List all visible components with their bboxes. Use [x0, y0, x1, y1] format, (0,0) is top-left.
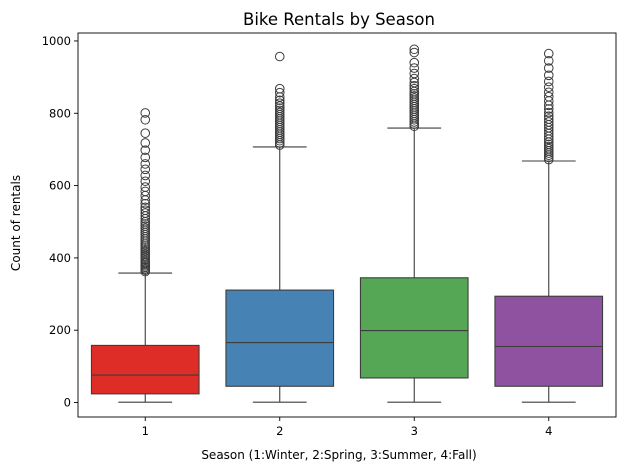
outlier-point — [274, 98, 285, 108]
outlier-point — [140, 205, 151, 215]
outlier-point — [543, 91, 554, 102]
outlier-point — [140, 114, 151, 125]
box-group-season-3 — [359, 44, 469, 403]
box-iqr — [494, 295, 604, 387]
outlier-point — [409, 68, 420, 79]
outlier-point — [409, 93, 420, 103]
box-group-season-1 — [90, 108, 200, 403]
y-tick-label: 400 — [49, 251, 71, 265]
boxes-layer — [90, 44, 604, 403]
outlier-point — [409, 44, 420, 55]
x-tick-label: 4 — [545, 424, 552, 438]
outlier-point — [543, 70, 554, 81]
outlier-point — [543, 63, 554, 73]
outlier-point — [274, 107, 285, 118]
x-tick-label: 3 — [411, 424, 418, 438]
y-axis-label: Count of rentals — [9, 175, 23, 271]
outlier-point — [140, 170, 151, 181]
outlier-point — [409, 47, 420, 58]
outlier-point — [140, 176, 151, 187]
y-tick-label: 0 — [64, 396, 71, 410]
box-iqr — [225, 289, 335, 387]
y-tick-label: 600 — [49, 179, 71, 193]
outlier-point — [274, 105, 285, 116]
outlier-point — [140, 159, 151, 169]
outlier-point — [543, 143, 554, 154]
outlier-point — [543, 141, 554, 152]
outlier-point — [140, 128, 151, 138]
outlier-point — [140, 164, 151, 175]
outlier-point — [543, 114, 554, 124]
outlier-point — [409, 91, 420, 101]
outlier-point — [543, 56, 554, 66]
outlier-point — [543, 48, 554, 59]
outlier-point — [140, 198, 151, 209]
y-tick-label: 800 — [49, 106, 71, 120]
outlier-point — [140, 223, 151, 234]
y-axis: 0 200 400 600 800 1000 — [42, 34, 78, 410]
outlier-point — [409, 80, 420, 91]
x-axis: 1 2 3 4 — [142, 417, 552, 438]
outlier-point — [140, 182, 151, 192]
outlier-point — [140, 202, 151, 213]
x-tick-label: 2 — [276, 424, 283, 438]
box-iqr — [359, 277, 469, 379]
outlier-point — [543, 111, 554, 121]
outlier-point — [140, 221, 151, 231]
outlier-point — [274, 83, 285, 94]
outlier-point — [543, 104, 554, 114]
outlier-point — [543, 107, 554, 118]
outlier-point — [140, 145, 151, 155]
outlier-point — [140, 152, 151, 163]
plot-frame — [77, 32, 617, 418]
outlier-point — [140, 186, 151, 197]
outlier-point — [409, 73, 420, 84]
y-tick-label: 1000 — [42, 34, 71, 48]
y-tick-label: 200 — [49, 323, 71, 337]
x-tick-label: 1 — [142, 424, 149, 438]
chart-title: Bike Rentals by Season — [243, 10, 435, 29]
outlier-point — [543, 139, 554, 150]
outlier-point — [543, 87, 554, 98]
box-iqr — [90, 344, 200, 395]
outlier-point — [274, 51, 285, 62]
outlier-point — [543, 82, 554, 93]
outlier-point — [409, 63, 420, 73]
outlier-point — [274, 103, 285, 114]
outlier-point — [409, 57, 420, 68]
outlier-point — [140, 219, 151, 229]
outlier-point — [409, 83, 420, 94]
outlier-point — [140, 108, 151, 118]
box-group-season-4 — [494, 48, 604, 403]
outlier-point — [274, 95, 285, 106]
outlier-point — [543, 76, 554, 87]
outlier-point — [409, 88, 420, 99]
x-axis-label: Season (1:Winter, 2:Spring, 3:Summer, 4:… — [201, 448, 476, 462]
outlier-point — [140, 138, 151, 148]
outlier-point — [543, 117, 554, 127]
box-group-season-2 — [225, 51, 335, 403]
outlier-point — [140, 208, 151, 218]
outlier-point — [274, 87, 285, 98]
